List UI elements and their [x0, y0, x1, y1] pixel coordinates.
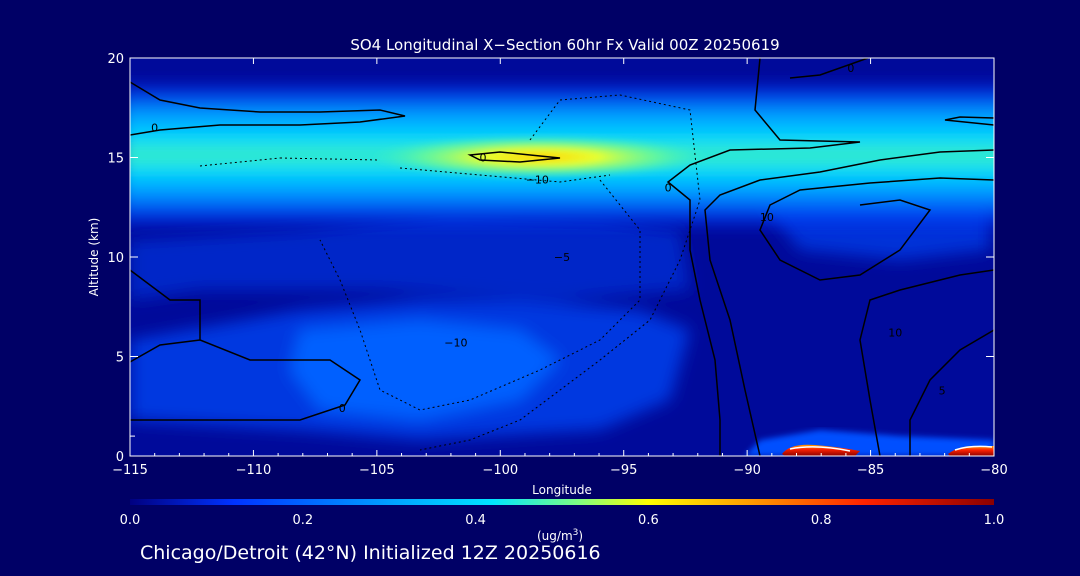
contour-label: 10	[760, 211, 774, 224]
contour-label: 0	[480, 152, 487, 165]
contour-label: −10	[444, 337, 467, 350]
y-axis: 0 5 10 15 20	[107, 52, 994, 465]
colorbar-tick-label: 0.0	[120, 513, 141, 528]
negative-contours	[199, 94, 701, 451]
x-tick-label: −95	[610, 463, 637, 478]
contour-label: 0	[665, 181, 672, 194]
x-tick-label: −100	[482, 463, 518, 478]
contour-label: −5	[554, 251, 570, 264]
contour-labels: 0 0 0 −10 0 10 −5 −10 10 0 5	[151, 62, 945, 415]
x-tick-label: −90	[733, 463, 760, 478]
colorbar	[130, 499, 994, 505]
colorbar-tick-label: 0.4	[465, 513, 486, 528]
contour-label: 5	[939, 384, 946, 397]
x-axis-label: Longitude	[532, 483, 592, 497]
colorbar-tick-label: 0.6	[638, 513, 659, 528]
x-tick-label: −80	[980, 463, 1007, 478]
colorbar-unit-label: (ug/m3)	[537, 528, 583, 543]
footer-caption: Chicago/Detroit (42°N) Initialized 12Z 2…	[140, 542, 601, 564]
y-tick-label: 5	[116, 351, 124, 366]
x-axis: −115 −110 −105 −100 −95 −90 −85 −80	[112, 58, 1008, 478]
surface-maximum	[745, 430, 994, 456]
y-tick-label: 15	[107, 152, 124, 167]
contour-label: 0	[151, 122, 158, 135]
y-tick-label: 10	[107, 251, 124, 266]
y-tick-label: 0	[116, 450, 124, 465]
contour-label: 10	[888, 327, 902, 340]
y-axis-label: Altitude (km)	[87, 218, 101, 297]
x-tick-label: −85	[857, 463, 884, 478]
x-tick-label: −115	[112, 463, 148, 478]
plot-area	[130, 58, 994, 456]
chart-title: SO4 Longitudinal X−Section 60hr Fx Valid…	[350, 36, 779, 54]
band-peak	[370, 135, 710, 179]
colorbar-tick-label: 0.2	[292, 513, 313, 528]
colorbar-tick-label: 0.8	[811, 513, 832, 528]
contour-label: −10	[526, 173, 549, 186]
colorbar-ticks: 0.0 0.2 0.4 0.6 0.8 1.0	[120, 513, 1005, 528]
mid-level-plume	[130, 190, 990, 440]
colorbar-tick-label: 1.0	[984, 513, 1005, 528]
contour-lines	[130, 58, 994, 456]
y-tick-label: 20	[107, 52, 124, 67]
contour-label: 0	[339, 402, 346, 415]
contour-label: 0	[847, 62, 854, 75]
x-tick-label: −105	[359, 463, 395, 478]
x-tick-label: −110	[236, 463, 272, 478]
